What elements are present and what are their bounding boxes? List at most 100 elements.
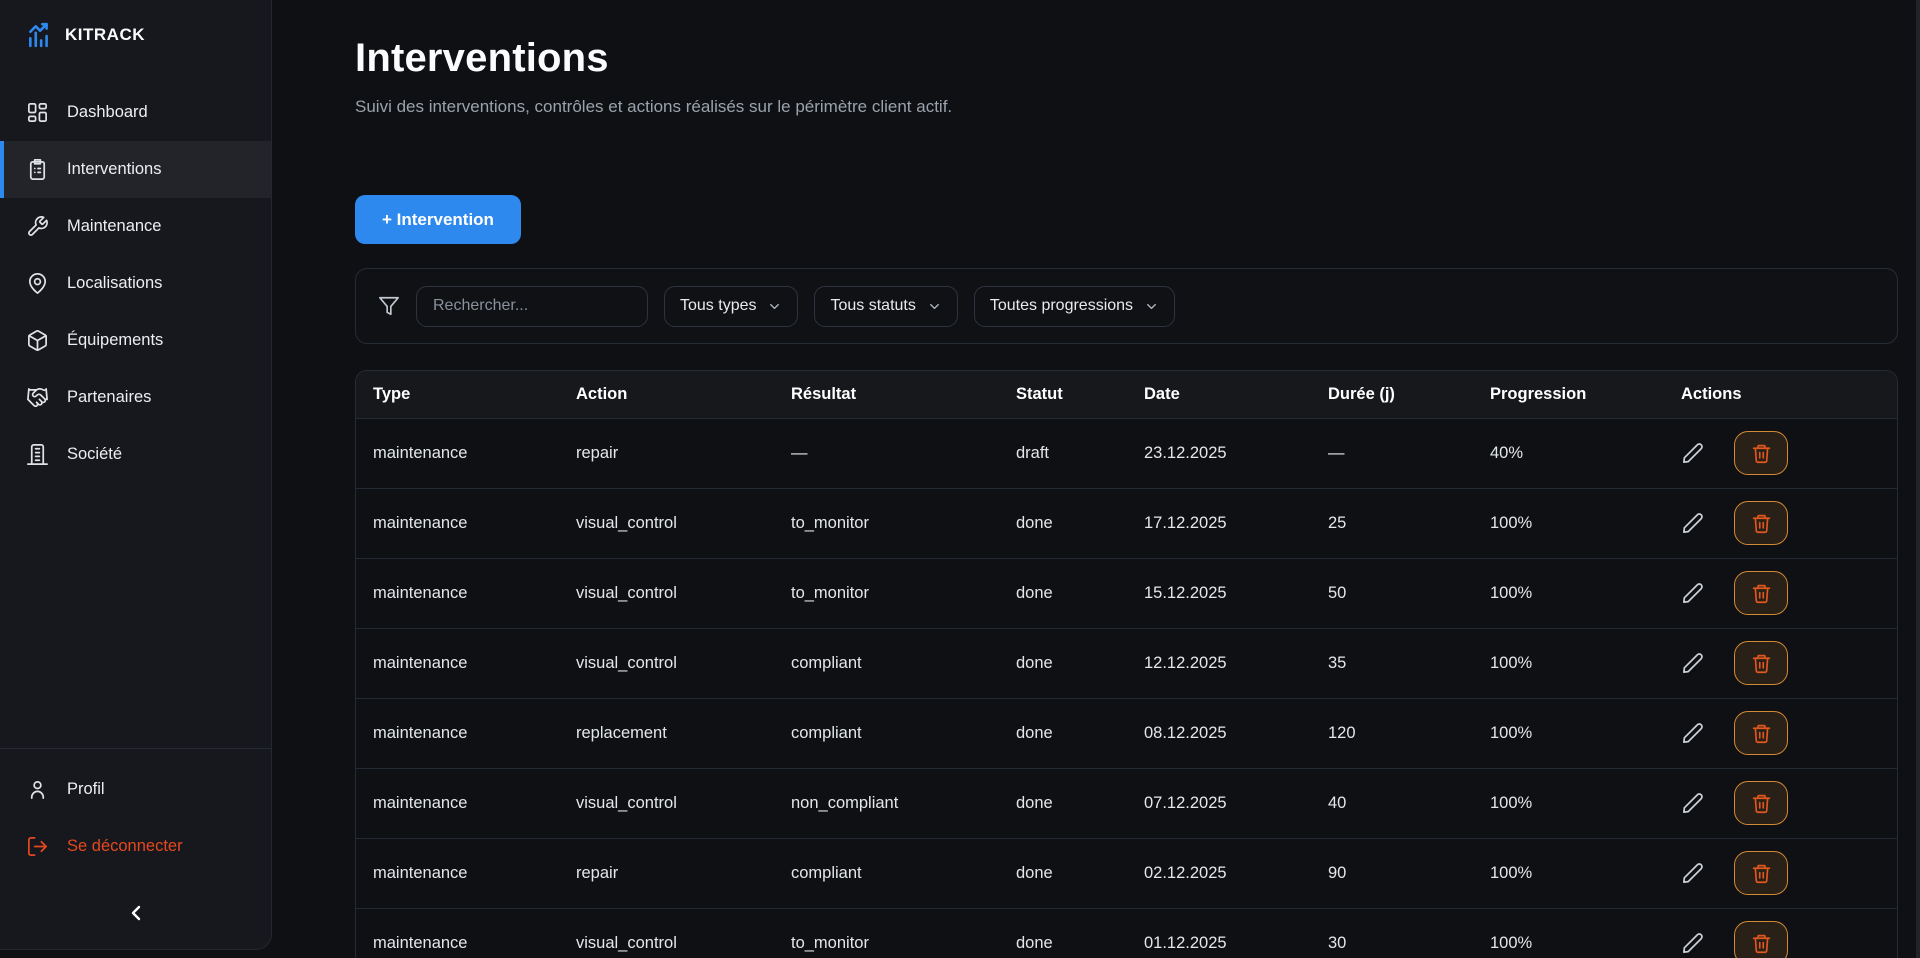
column-header: Statut <box>999 371 1127 418</box>
page-subtitle: Suivi des interventions, contrôles et ac… <box>355 97 953 116</box>
trash-icon <box>1751 863 1772 884</box>
cell-resultat: compliant <box>774 837 999 908</box>
column-header: Durée (j) <box>1311 371 1473 418</box>
edit-button[interactable] <box>1681 582 1704 605</box>
cell-progression: 100% <box>1473 627 1664 698</box>
sidebar-item[interactable]: Équipements <box>0 312 271 369</box>
delete-button[interactable] <box>1734 431 1788 475</box>
brand: KITRACK <box>0 0 271 48</box>
cell-date: 23.12.2025 <box>1127 417 1311 488</box>
cell-statut: done <box>999 697 1127 768</box>
delete-button[interactable] <box>1734 571 1788 615</box>
cell-statut: done <box>999 837 1127 908</box>
column-header: Actions <box>1664 371 1897 418</box>
trash-icon <box>1751 793 1772 814</box>
scrollbar[interactable] <box>1916 0 1920 958</box>
trash-icon <box>1751 723 1772 744</box>
delete-button[interactable] <box>1734 781 1788 825</box>
sidebar-item-icon <box>26 158 49 181</box>
chevron-down-icon <box>927 299 942 314</box>
collapse-sidebar-icon[interactable] <box>124 901 148 925</box>
edit-button[interactable] <box>1681 652 1704 675</box>
table-row: maintenance replacement compliant done 0… <box>356 697 1897 768</box>
edit-button[interactable] <box>1681 932 1704 955</box>
sidebar-item[interactable]: Dashboard <box>0 84 271 141</box>
cell-progression: 100% <box>1473 907 1664 958</box>
sidebar-item-label: Maintenance <box>67 217 162 235</box>
sidebar-item-label: Dashboard <box>67 103 148 121</box>
page-title: Interventions <box>355 36 609 80</box>
sidebar-footer-item-icon <box>26 778 49 801</box>
cell-duree: 25 <box>1311 487 1473 558</box>
edit-button[interactable] <box>1681 862 1704 885</box>
cell-duree: 35 <box>1311 627 1473 698</box>
trash-icon <box>1751 583 1772 604</box>
sidebar-item-icon <box>26 272 49 295</box>
pencil-icon <box>1681 442 1704 465</box>
sidebar-item[interactable]: Société <box>0 426 271 483</box>
sidebar-item-label: Société <box>67 445 123 463</box>
cell-statut: done <box>999 487 1127 558</box>
sidebar-item-label: Équipements <box>67 331 164 349</box>
table-row: maintenance visual_control to_monitor do… <box>356 907 1897 958</box>
cell-actions <box>1664 417 1897 488</box>
delete-button[interactable] <box>1734 711 1788 755</box>
pencil-icon <box>1681 862 1704 885</box>
filter-bar: Tous types Tous statuts Toutes progressi… <box>355 268 1898 344</box>
sidebar: KITRACK Dashboard Interventions Maintena… <box>0 0 272 950</box>
cell-date: 17.12.2025 <box>1127 487 1311 558</box>
table-row: maintenance repair — draft 23.12.2025 — … <box>356 417 1897 488</box>
cell-action: repair <box>559 837 774 908</box>
sidebar-item[interactable]: Interventions <box>0 141 271 198</box>
cell-type: maintenance <box>356 837 559 908</box>
cell-actions <box>1664 487 1897 558</box>
cell-progression: 100% <box>1473 697 1664 768</box>
sidebar-item-icon <box>26 443 49 466</box>
cell-resultat: compliant <box>774 697 999 768</box>
delete-button[interactable] <box>1734 851 1788 895</box>
column-header: Résultat <box>774 371 999 418</box>
cell-date: 07.12.2025 <box>1127 767 1311 838</box>
cell-date: 08.12.2025 <box>1127 697 1311 768</box>
trash-icon <box>1751 513 1772 534</box>
delete-button[interactable] <box>1734 501 1788 545</box>
cell-action: visual_control <box>559 907 774 958</box>
cell-type: maintenance <box>356 767 559 838</box>
sidebar-footer-item[interactable]: Profil <box>0 761 271 818</box>
filter-select[interactable]: Tous types <box>664 285 799 327</box>
filter-select[interactable]: Tous statuts <box>814 285 958 327</box>
cell-actions <box>1664 907 1897 958</box>
cell-type: maintenance <box>356 907 559 958</box>
edit-button[interactable] <box>1681 722 1704 745</box>
delete-button[interactable] <box>1734 641 1788 685</box>
cell-duree: 50 <box>1311 557 1473 628</box>
trash-icon <box>1751 933 1772 954</box>
sidebar-item[interactable]: Partenaires <box>0 369 271 426</box>
edit-button[interactable] <box>1681 442 1704 465</box>
column-header: Date <box>1127 371 1311 418</box>
cell-action: visual_control <box>559 487 774 558</box>
sidebar-item[interactable]: Maintenance <box>0 198 271 255</box>
column-header: Type <box>356 371 559 418</box>
pencil-icon <box>1681 652 1704 675</box>
filter-select-label: Tous types <box>680 297 757 314</box>
search-input[interactable] <box>416 285 648 327</box>
sidebar-item-icon <box>26 386 49 409</box>
cell-action: repair <box>559 417 774 488</box>
delete-button[interactable] <box>1734 921 1788 958</box>
brand-logo-icon <box>26 22 52 48</box>
sidebar-item-label: Partenaires <box>67 388 152 406</box>
filter-select[interactable]: Toutes progressions <box>973 285 1176 327</box>
cell-duree: 120 <box>1311 697 1473 768</box>
sidebar-item-label: Interventions <box>67 160 162 178</box>
sidebar-footer-item[interactable]: Se déconnecter <box>0 818 271 875</box>
sidebar-item[interactable]: Localisations <box>0 255 271 312</box>
edit-button[interactable] <box>1681 512 1704 535</box>
cell-date: 15.12.2025 <box>1127 557 1311 628</box>
add-intervention-button[interactable]: + Intervention <box>355 195 521 244</box>
cell-actions <box>1664 837 1897 908</box>
edit-button[interactable] <box>1681 792 1704 815</box>
sidebar-footer-item-label: Se déconnecter <box>67 837 183 855</box>
cell-progression: 40% <box>1473 417 1664 488</box>
cell-duree: 90 <box>1311 837 1473 908</box>
